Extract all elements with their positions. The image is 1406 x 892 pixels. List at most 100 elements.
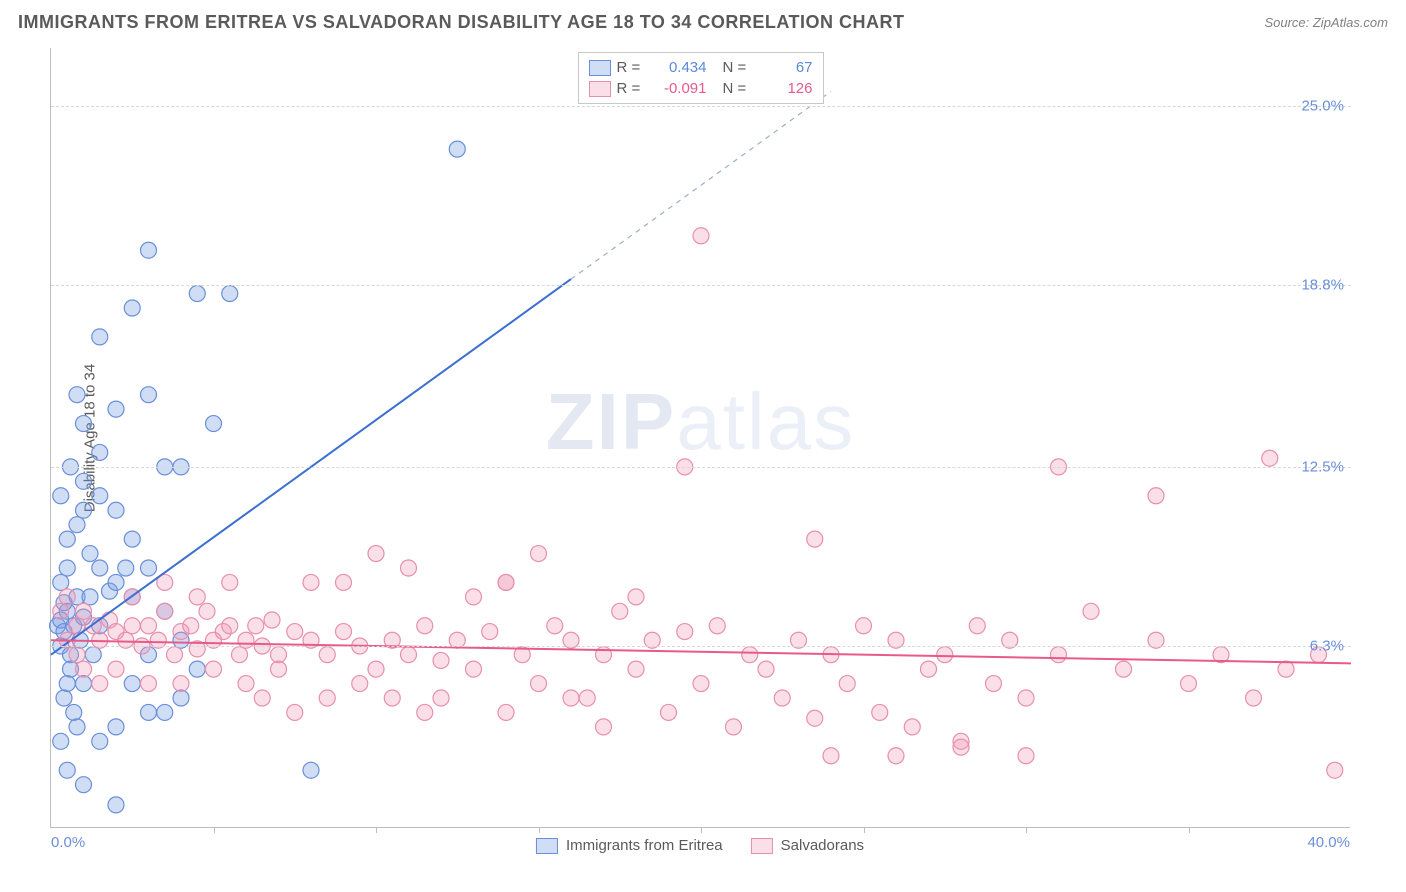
scatter-point-salvadorans [742,647,758,663]
series-legend: Immigrants from Eritrea Salvadorans [536,837,864,854]
scatter-point-salvadorans [937,647,953,663]
scatter-point-salvadorans [69,647,85,663]
legend-item-salvadorans: Salvadorans [751,837,864,854]
scatter-point-eritrea [82,589,98,605]
scatter-point-salvadorans [336,574,352,590]
x-max-label: 40.0% [1307,834,1350,851]
correlation-row-eritrea: R =0.434N =67 [589,57,813,78]
x-tick [1189,827,1190,833]
swatch-salvadorans [589,81,611,97]
scatter-point-salvadorans [531,676,547,692]
scatter-point-salvadorans [108,661,124,677]
scatter-point-salvadorans [287,704,303,720]
scatter-point-eritrea [108,574,124,590]
scatter-point-eritrea [56,690,72,706]
scatter-point-eritrea [206,416,222,432]
scatter-point-salvadorans [1051,647,1067,663]
scatter-point-eritrea [69,387,85,403]
scatter-point-salvadorans [888,748,904,764]
scatter-point-salvadorans [92,676,108,692]
scatter-point-salvadorans [1083,603,1099,619]
scatter-point-salvadorans [693,228,709,244]
scatter-point-eritrea [76,502,92,518]
scatter-point-eritrea [124,676,140,692]
scatter-point-eritrea [141,387,157,403]
scatter-point-eritrea [141,242,157,258]
y-tick-label: 18.8% [1301,276,1344,293]
scatter-point-eritrea [303,762,319,778]
scatter-point-salvadorans [498,574,514,590]
scatter-point-eritrea [76,416,92,432]
scatter-point-salvadorans [433,690,449,706]
x-tick [1026,827,1027,833]
scatter-point-salvadorans [167,647,183,663]
scatter-point-salvadorans [953,739,969,755]
title-bar: IMMIGRANTS FROM ERITREA VS SALVADORAN DI… [0,0,1406,41]
x-tick [864,827,865,833]
x-tick [214,827,215,833]
scatter-point-eritrea [449,141,465,157]
scatter-point-salvadorans [839,676,855,692]
scatter-point-salvadorans [807,531,823,547]
plot-area: ZIPatlas R =0.434N =67R =-0.091N =126 0.… [50,48,1350,828]
scatter-point-salvadorans [157,603,173,619]
scatter-point-salvadorans [287,624,303,640]
scatter-point-salvadorans [807,710,823,726]
scatter-point-salvadorans [661,704,677,720]
scatter-point-salvadorans [352,676,368,692]
scatter-point-eritrea [141,704,157,720]
legend-swatch-eritrea [536,838,558,854]
scatter-point-salvadorans [222,574,238,590]
scatter-point-eritrea [92,733,108,749]
legend-label: Immigrants from Eritrea [566,837,723,854]
scatter-point-eritrea [69,719,85,735]
legend-item-eritrea: Immigrants from Eritrea [536,837,723,854]
gridline-h [51,467,1351,468]
scatter-point-salvadorans [368,661,384,677]
scatter-point-eritrea [76,676,92,692]
scatter-point-salvadorans [141,618,157,634]
chart-svg [51,48,1351,828]
scatter-point-salvadorans [563,690,579,706]
scatter-point-eritrea [92,488,108,504]
x-tick [539,827,540,833]
scatter-point-eritrea [59,560,75,576]
y-tick-label: 25.0% [1301,97,1344,114]
scatter-point-salvadorans [872,704,888,720]
legend-label: Salvadorans [781,837,864,854]
scatter-point-eritrea [92,444,108,460]
scatter-point-eritrea [92,560,108,576]
scatter-point-salvadorans [531,546,547,562]
scatter-point-eritrea [82,546,98,562]
correlation-legend: R =0.434N =67R =-0.091N =126 [578,52,824,104]
scatter-point-salvadorans [173,676,189,692]
scatter-point-eritrea [141,560,157,576]
scatter-point-eritrea [53,733,69,749]
x-tick [701,827,702,833]
n-value: 126 [757,80,813,97]
scatter-point-salvadorans [417,618,433,634]
scatter-point-eritrea [108,719,124,735]
scatter-point-salvadorans [1181,676,1197,692]
scatter-point-salvadorans [199,603,215,619]
x-tick [376,827,377,833]
scatter-point-salvadorans [1262,450,1278,466]
correlation-row-salvadorans: R =-0.091N =126 [589,78,813,99]
scatter-point-eritrea [76,777,92,793]
scatter-point-eritrea [59,676,75,692]
scatter-point-salvadorans [758,661,774,677]
scatter-point-salvadorans [76,661,92,677]
scatter-point-salvadorans [264,612,280,628]
scatter-point-salvadorans [53,603,69,619]
x-min-label: 0.0% [51,834,85,851]
scatter-point-salvadorans [1148,488,1164,504]
r-label: R = [617,80,645,97]
scatter-point-eritrea [108,502,124,518]
scatter-point-eritrea [157,704,173,720]
scatter-point-salvadorans [856,618,872,634]
n-value: 67 [757,59,813,76]
scatter-point-eritrea [85,647,101,663]
scatter-point-eritrea [189,286,205,302]
scatter-point-salvadorans [466,661,482,677]
scatter-point-salvadorans [141,676,157,692]
